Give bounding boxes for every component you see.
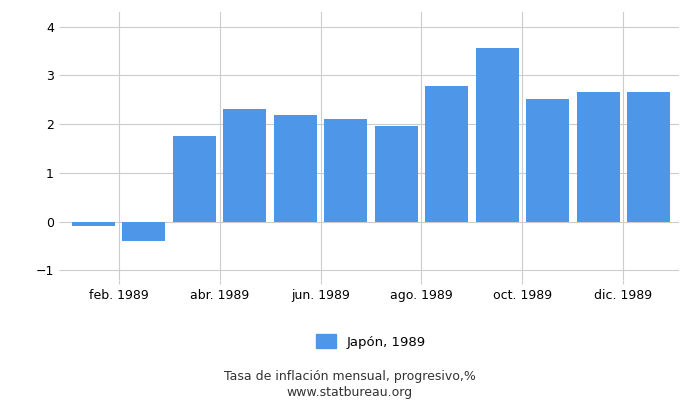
Bar xyxy=(324,119,368,222)
Legend: Japón, 1989: Japón, 1989 xyxy=(311,329,431,354)
Bar xyxy=(223,110,266,222)
Bar xyxy=(577,92,620,222)
Bar xyxy=(627,92,670,222)
Bar xyxy=(426,86,468,222)
Bar xyxy=(374,126,418,222)
Text: www.statbureau.org: www.statbureau.org xyxy=(287,386,413,399)
Bar xyxy=(72,222,115,226)
Bar xyxy=(476,48,519,222)
Bar xyxy=(526,99,569,222)
Bar xyxy=(173,136,216,222)
Bar xyxy=(274,115,316,222)
Text: Tasa de inflación mensual, progresivo,%: Tasa de inflación mensual, progresivo,% xyxy=(224,370,476,383)
Bar xyxy=(122,222,165,241)
